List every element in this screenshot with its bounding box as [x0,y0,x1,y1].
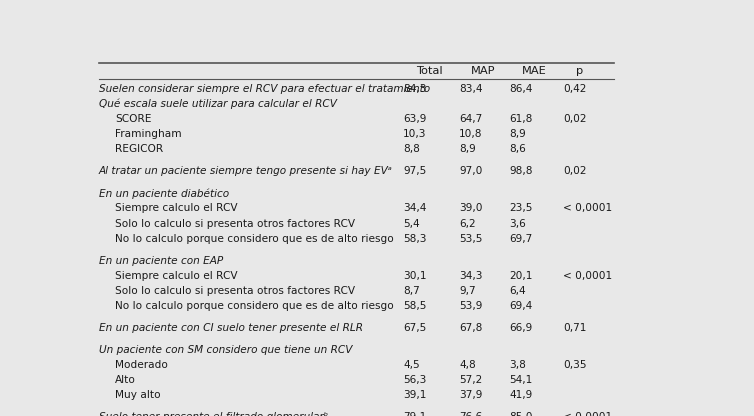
Text: 98,8: 98,8 [510,166,533,176]
Text: 3,6: 3,6 [510,218,526,228]
Text: En un paciente diabético: En un paciente diabético [99,188,229,199]
Text: Total: Total [416,66,443,76]
Text: Al tratar un paciente siempre tengo presente si hay EVᵃ: Al tratar un paciente siempre tengo pres… [99,166,393,176]
Text: 41,9: 41,9 [510,390,533,400]
Text: 57,2: 57,2 [459,375,483,385]
Text: 10,8: 10,8 [459,129,483,139]
Text: Framingham: Framingham [115,129,182,139]
Text: 10,3: 10,3 [403,129,427,139]
Text: En un paciente con CI suelo tener presente el RLR: En un paciente con CI suelo tener presen… [99,323,363,333]
Text: Siempre calculo el RCV: Siempre calculo el RCV [115,271,238,281]
Text: 67,5: 67,5 [403,323,427,333]
Text: Moderado: Moderado [115,360,168,370]
Text: 0,42: 0,42 [563,84,587,94]
Text: 67,8: 67,8 [459,323,483,333]
Text: SCORE: SCORE [115,114,152,124]
Text: 20,1: 20,1 [510,271,533,281]
Text: 86,4: 86,4 [510,84,533,94]
Text: 58,3: 58,3 [403,234,427,244]
Text: 97,5: 97,5 [403,166,427,176]
Text: 37,9: 37,9 [459,390,483,400]
Text: Alto: Alto [115,375,136,385]
Text: 30,1: 30,1 [403,271,427,281]
Text: 97,0: 97,0 [459,166,483,176]
Text: 85,0: 85,0 [510,412,533,416]
Text: REGICOR: REGICOR [115,144,164,154]
Text: 8,7: 8,7 [403,286,420,296]
Text: 8,9: 8,9 [510,129,526,139]
Text: 0,02: 0,02 [563,166,587,176]
Text: Solo lo calculo si presenta otros factores RCV: Solo lo calculo si presenta otros factor… [115,286,355,296]
Text: 6,2: 6,2 [459,218,476,228]
Text: Muy alto: Muy alto [115,390,161,400]
Text: 56,3: 56,3 [403,375,427,385]
Text: 61,8: 61,8 [510,114,533,124]
Text: 39,0: 39,0 [459,203,483,213]
Text: 58,5: 58,5 [403,301,427,311]
Text: 6,4: 6,4 [510,286,526,296]
Text: Solo lo calculo si presenta otros factores RCV: Solo lo calculo si presenta otros factor… [115,218,355,228]
Text: 8,9: 8,9 [459,144,476,154]
Text: 83,4: 83,4 [459,84,483,94]
Text: 54,1: 54,1 [510,375,533,385]
Text: < 0,0001: < 0,0001 [563,271,612,281]
Text: < 0,0001: < 0,0001 [563,412,612,416]
Text: 8,8: 8,8 [403,144,420,154]
Text: Suelo tener presente el filtrado glomerularᵇ: Suelo tener presente el filtrado glomeru… [99,412,328,416]
Text: 84,3: 84,3 [403,84,427,94]
Text: 39,1: 39,1 [403,390,427,400]
Text: Un paciente con SM considero que tiene un RCV: Un paciente con SM considero que tiene u… [99,345,352,355]
Text: 0,35: 0,35 [563,360,587,370]
Text: 23,5: 23,5 [510,203,533,213]
Text: 63,9: 63,9 [403,114,427,124]
Text: Suelen considerar siempre el RCV para efectuar el tratamiento: Suelen considerar siempre el RCV para ef… [99,84,430,94]
Text: 0,71: 0,71 [563,323,587,333]
Text: 4,8: 4,8 [459,360,476,370]
Text: 0,02: 0,02 [563,114,587,124]
Text: 34,3: 34,3 [459,271,483,281]
Text: 69,7: 69,7 [510,234,533,244]
Text: 69,4: 69,4 [510,301,533,311]
Text: No lo calculo porque considero que es de alto riesgo: No lo calculo porque considero que es de… [115,234,394,244]
Text: p: p [576,66,584,76]
Text: 79,1: 79,1 [403,412,427,416]
Text: Qué escala suele utilizar para calcular el RCV: Qué escala suele utilizar para calcular … [99,99,337,109]
Text: Siempre calculo el RCV: Siempre calculo el RCV [115,203,238,213]
Text: 3,8: 3,8 [510,360,526,370]
Text: 64,7: 64,7 [459,114,483,124]
Text: < 0,0001: < 0,0001 [563,203,612,213]
Text: 76,6: 76,6 [459,412,483,416]
Text: 9,7: 9,7 [459,286,476,296]
Text: 66,9: 66,9 [510,323,533,333]
Text: En un paciente con EAP: En un paciente con EAP [99,256,223,266]
Text: 34,4: 34,4 [403,203,427,213]
Text: 4,5: 4,5 [403,360,420,370]
Text: 53,9: 53,9 [459,301,483,311]
Text: No lo calculo porque considero que es de alto riesgo: No lo calculo porque considero que es de… [115,301,394,311]
Text: 53,5: 53,5 [459,234,483,244]
Text: MAP: MAP [470,66,495,76]
Text: 8,6: 8,6 [510,144,526,154]
Text: 5,4: 5,4 [403,218,420,228]
Text: MAE: MAE [522,66,547,76]
